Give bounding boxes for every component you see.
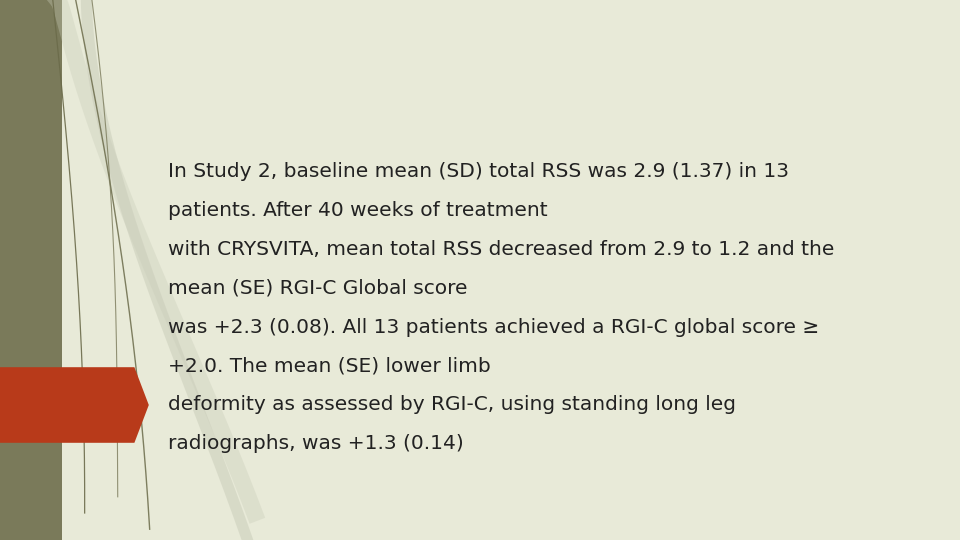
- Polygon shape: [0, 367, 149, 443]
- Text: +2.0. The mean (SE) lower limb: +2.0. The mean (SE) lower limb: [168, 356, 491, 375]
- Text: mean (SE) RGI-C Global score: mean (SE) RGI-C Global score: [168, 279, 468, 298]
- Text: patients. After 40 weeks of treatment: patients. After 40 weeks of treatment: [168, 201, 547, 220]
- Text: radiographs, was +1.3 (0.14): radiographs, was +1.3 (0.14): [168, 434, 464, 453]
- Text: deformity as assessed by RGI-C, using standing long leg: deformity as assessed by RGI-C, using st…: [168, 395, 736, 414]
- Bar: [0, 0, 62, 540]
- Text: was +2.3 (0.08). All 13 patients achieved a RGI-C global score ≥: was +2.3 (0.08). All 13 patients achieve…: [168, 318, 819, 336]
- Text: with CRYSVITA, mean total RSS decreased from 2.9 to 1.2 and the: with CRYSVITA, mean total RSS decreased …: [168, 240, 834, 259]
- Text: In Study 2, baseline mean (SD) total RSS was 2.9 (1.37) in 13: In Study 2, baseline mean (SD) total RSS…: [168, 162, 789, 181]
